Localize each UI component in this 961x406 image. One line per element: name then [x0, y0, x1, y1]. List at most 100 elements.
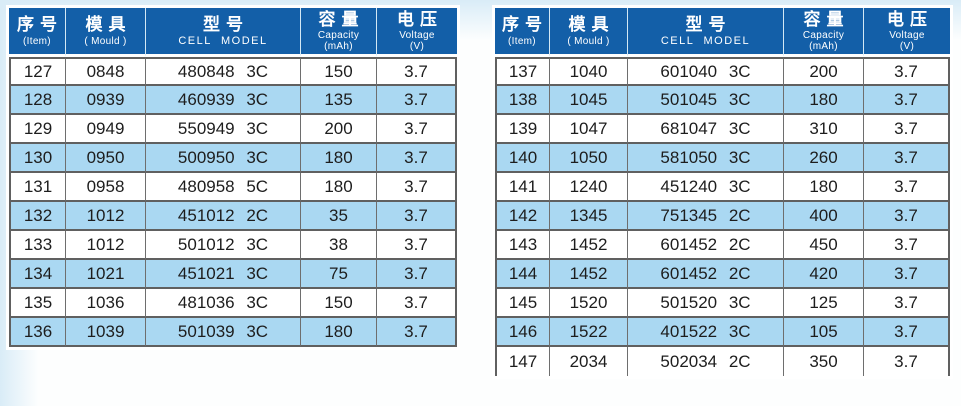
table-cell: 180	[301, 318, 377, 347]
table-cell: 200	[301, 115, 377, 144]
table-cell: 401522 3C	[628, 318, 784, 347]
table-cell: 3.7	[377, 173, 457, 202]
column-header-mould-en: ( Mould )	[567, 35, 610, 47]
table-header: 序号 (Item) 模具 ( Mould ) 型号 CELL MODEL 容量 …	[9, 8, 457, 57]
table-cell: 200	[784, 57, 864, 86]
table-cell: 139	[495, 115, 550, 144]
table-cell: 1040	[550, 57, 628, 86]
table-cell: 480958 5C	[146, 173, 301, 202]
table-cell: 135	[301, 86, 377, 115]
table-cell: 1012	[66, 202, 146, 231]
table-row: 129 0949 550949 3C 200 3.7	[9, 115, 457, 144]
table-cell: 180	[784, 173, 864, 202]
cell-spec-table-right-wrap: 序号 (Item) 模具 ( Mould ) 型号 CELL MODEL 容量 …	[492, 5, 953, 379]
table-body: 137 1040 601040 3C 200 3.7 138 1045 501045 3C 18…	[495, 57, 950, 376]
table-cell: 480848 3C	[146, 57, 301, 86]
column-header-item-en: (Item)	[23, 35, 51, 47]
table-row: 134 1021 451021 3C 75 3.7	[9, 260, 457, 289]
column-header-mould-zh: 模具	[568, 15, 615, 35]
table-row: 130 0950 500950 3C 180 3.7	[9, 144, 457, 173]
column-header-voltage-unit: (V)	[409, 41, 425, 53]
table-cell: 601040 3C	[628, 57, 784, 86]
table-row: 127 0848 480848 3C 150 3.7	[9, 57, 457, 86]
table-row: 146 1522 401522 3C 105 3.7	[495, 318, 950, 347]
table-cell: 150	[301, 289, 377, 318]
table-cell: 420	[784, 260, 864, 289]
table-row: 140 1050 581050 3C 260 3.7	[495, 144, 950, 173]
table-body: 127 0848 480848 3C 150 3.7 128 0939 460939 3C 13…	[9, 57, 457, 347]
table-cell: 400	[784, 202, 864, 231]
column-header-voltage-en: Voltage	[889, 30, 925, 42]
table-cell: 3.7	[377, 202, 457, 231]
column-header-capacity-unit: (mAh)	[809, 41, 838, 53]
table-cell: 3.7	[377, 318, 457, 347]
header-row: 序号 (Item) 模具 ( Mould ) 型号 CELL MODEL 容量 …	[9, 8, 457, 57]
table-cell: 135	[9, 289, 66, 318]
table-cell: 1039	[66, 318, 146, 347]
table-cell: 127	[9, 57, 66, 86]
table-cell: 137	[495, 57, 550, 86]
table-cell: 451021 3C	[146, 260, 301, 289]
table-row: 138 1045 501045 3C 180 3.7	[495, 86, 950, 115]
table-header: 序号 (Item) 模具 ( Mould ) 型号 CELL MODEL 容量 …	[495, 8, 950, 57]
column-header-model: 型号 CELL MODEL	[628, 8, 784, 57]
table-cell: 3.7	[864, 57, 950, 86]
table-cell: 1047	[550, 115, 628, 144]
table-row: 136 1039 501039 3C 180 3.7	[9, 318, 457, 347]
table-cell: 3.7	[864, 173, 950, 202]
table-cell: 1522	[550, 318, 628, 347]
table-row: 132 1012 451012 2C 35 3.7	[9, 202, 457, 231]
table-cell: 1452	[550, 231, 628, 260]
cell-spec-table-left-wrap: 序号 (Item) 模具 ( Mould ) 型号 CELL MODEL 容量 …	[6, 5, 460, 350]
column-header-model: 型号 CELL MODEL	[146, 8, 301, 57]
table-cell: 3.7	[864, 289, 950, 318]
table-row: 133 1012 501012 3C 38 3.7	[9, 231, 457, 260]
table-cell: 38	[301, 231, 377, 260]
cell-spec-table-left: 序号 (Item) 模具 ( Mould ) 型号 CELL MODEL 容量 …	[9, 8, 457, 347]
table-cell: 460939 3C	[146, 86, 301, 115]
table-cell: 501012 3C	[146, 231, 301, 260]
table-cell: 180	[784, 86, 864, 115]
table-row: 143 1452 601452 2C 450 3.7	[495, 231, 950, 260]
table-cell: 3.7	[864, 202, 950, 231]
table-cell: 581050 3C	[628, 144, 784, 173]
column-header-mould-en: ( Mould )	[84, 35, 127, 47]
column-header-voltage-unit: (V)	[899, 41, 915, 53]
table-cell: 0939	[66, 86, 146, 115]
column-header-item: 序号 (Item)	[495, 8, 550, 57]
column-header-model-zh: 型号	[203, 14, 249, 34]
table-cell: 3.7	[864, 318, 950, 347]
column-header-item: 序号 (Item)	[9, 8, 66, 57]
table-row: 135 1036 481036 3C 150 3.7	[9, 289, 457, 318]
table-cell: 3.7	[864, 347, 950, 376]
table-cell: 150	[301, 57, 377, 86]
table-cell: 136	[9, 318, 66, 347]
table-cell: 1240	[550, 173, 628, 202]
table-cell: 147	[495, 347, 550, 376]
table-cell: 1021	[66, 260, 146, 289]
column-header-capacity-zh: 容量	[318, 9, 365, 29]
table-cell: 1345	[550, 202, 628, 231]
table-cell: 138	[495, 86, 550, 115]
table-cell: 681047 3C	[628, 115, 784, 144]
column-header-capacity-unit: (mAh)	[324, 41, 353, 53]
column-header-model-en: CELL MODEL	[660, 35, 751, 48]
table-cell: 751345 2C	[628, 202, 784, 231]
table-cell: 501520 3C	[628, 289, 784, 318]
table-cell: 180	[301, 144, 377, 173]
table-row: 137 1040 601040 3C 200 3.7	[495, 57, 950, 86]
table-cell: 3.7	[377, 86, 457, 115]
table-cell: 0848	[66, 57, 146, 86]
table-cell: 451240 3C	[628, 173, 784, 202]
table-row: 147 2034 502034 2C 350 3.7	[495, 347, 950, 376]
table-cell: 550949 3C	[146, 115, 301, 144]
table-row: 131 0958 480958 5C 180 3.7	[9, 173, 457, 202]
table-cell: 310	[784, 115, 864, 144]
table-cell: 131	[9, 173, 66, 202]
column-header-item-zh: 序号	[17, 15, 63, 35]
column-header-item-zh: 序号	[502, 15, 548, 35]
table-cell: 1452	[550, 260, 628, 289]
column-header-voltage-zh: 电压	[887, 9, 933, 29]
table-cell: 144	[495, 260, 550, 289]
column-header-mould: 模具 ( Mould )	[550, 8, 628, 57]
